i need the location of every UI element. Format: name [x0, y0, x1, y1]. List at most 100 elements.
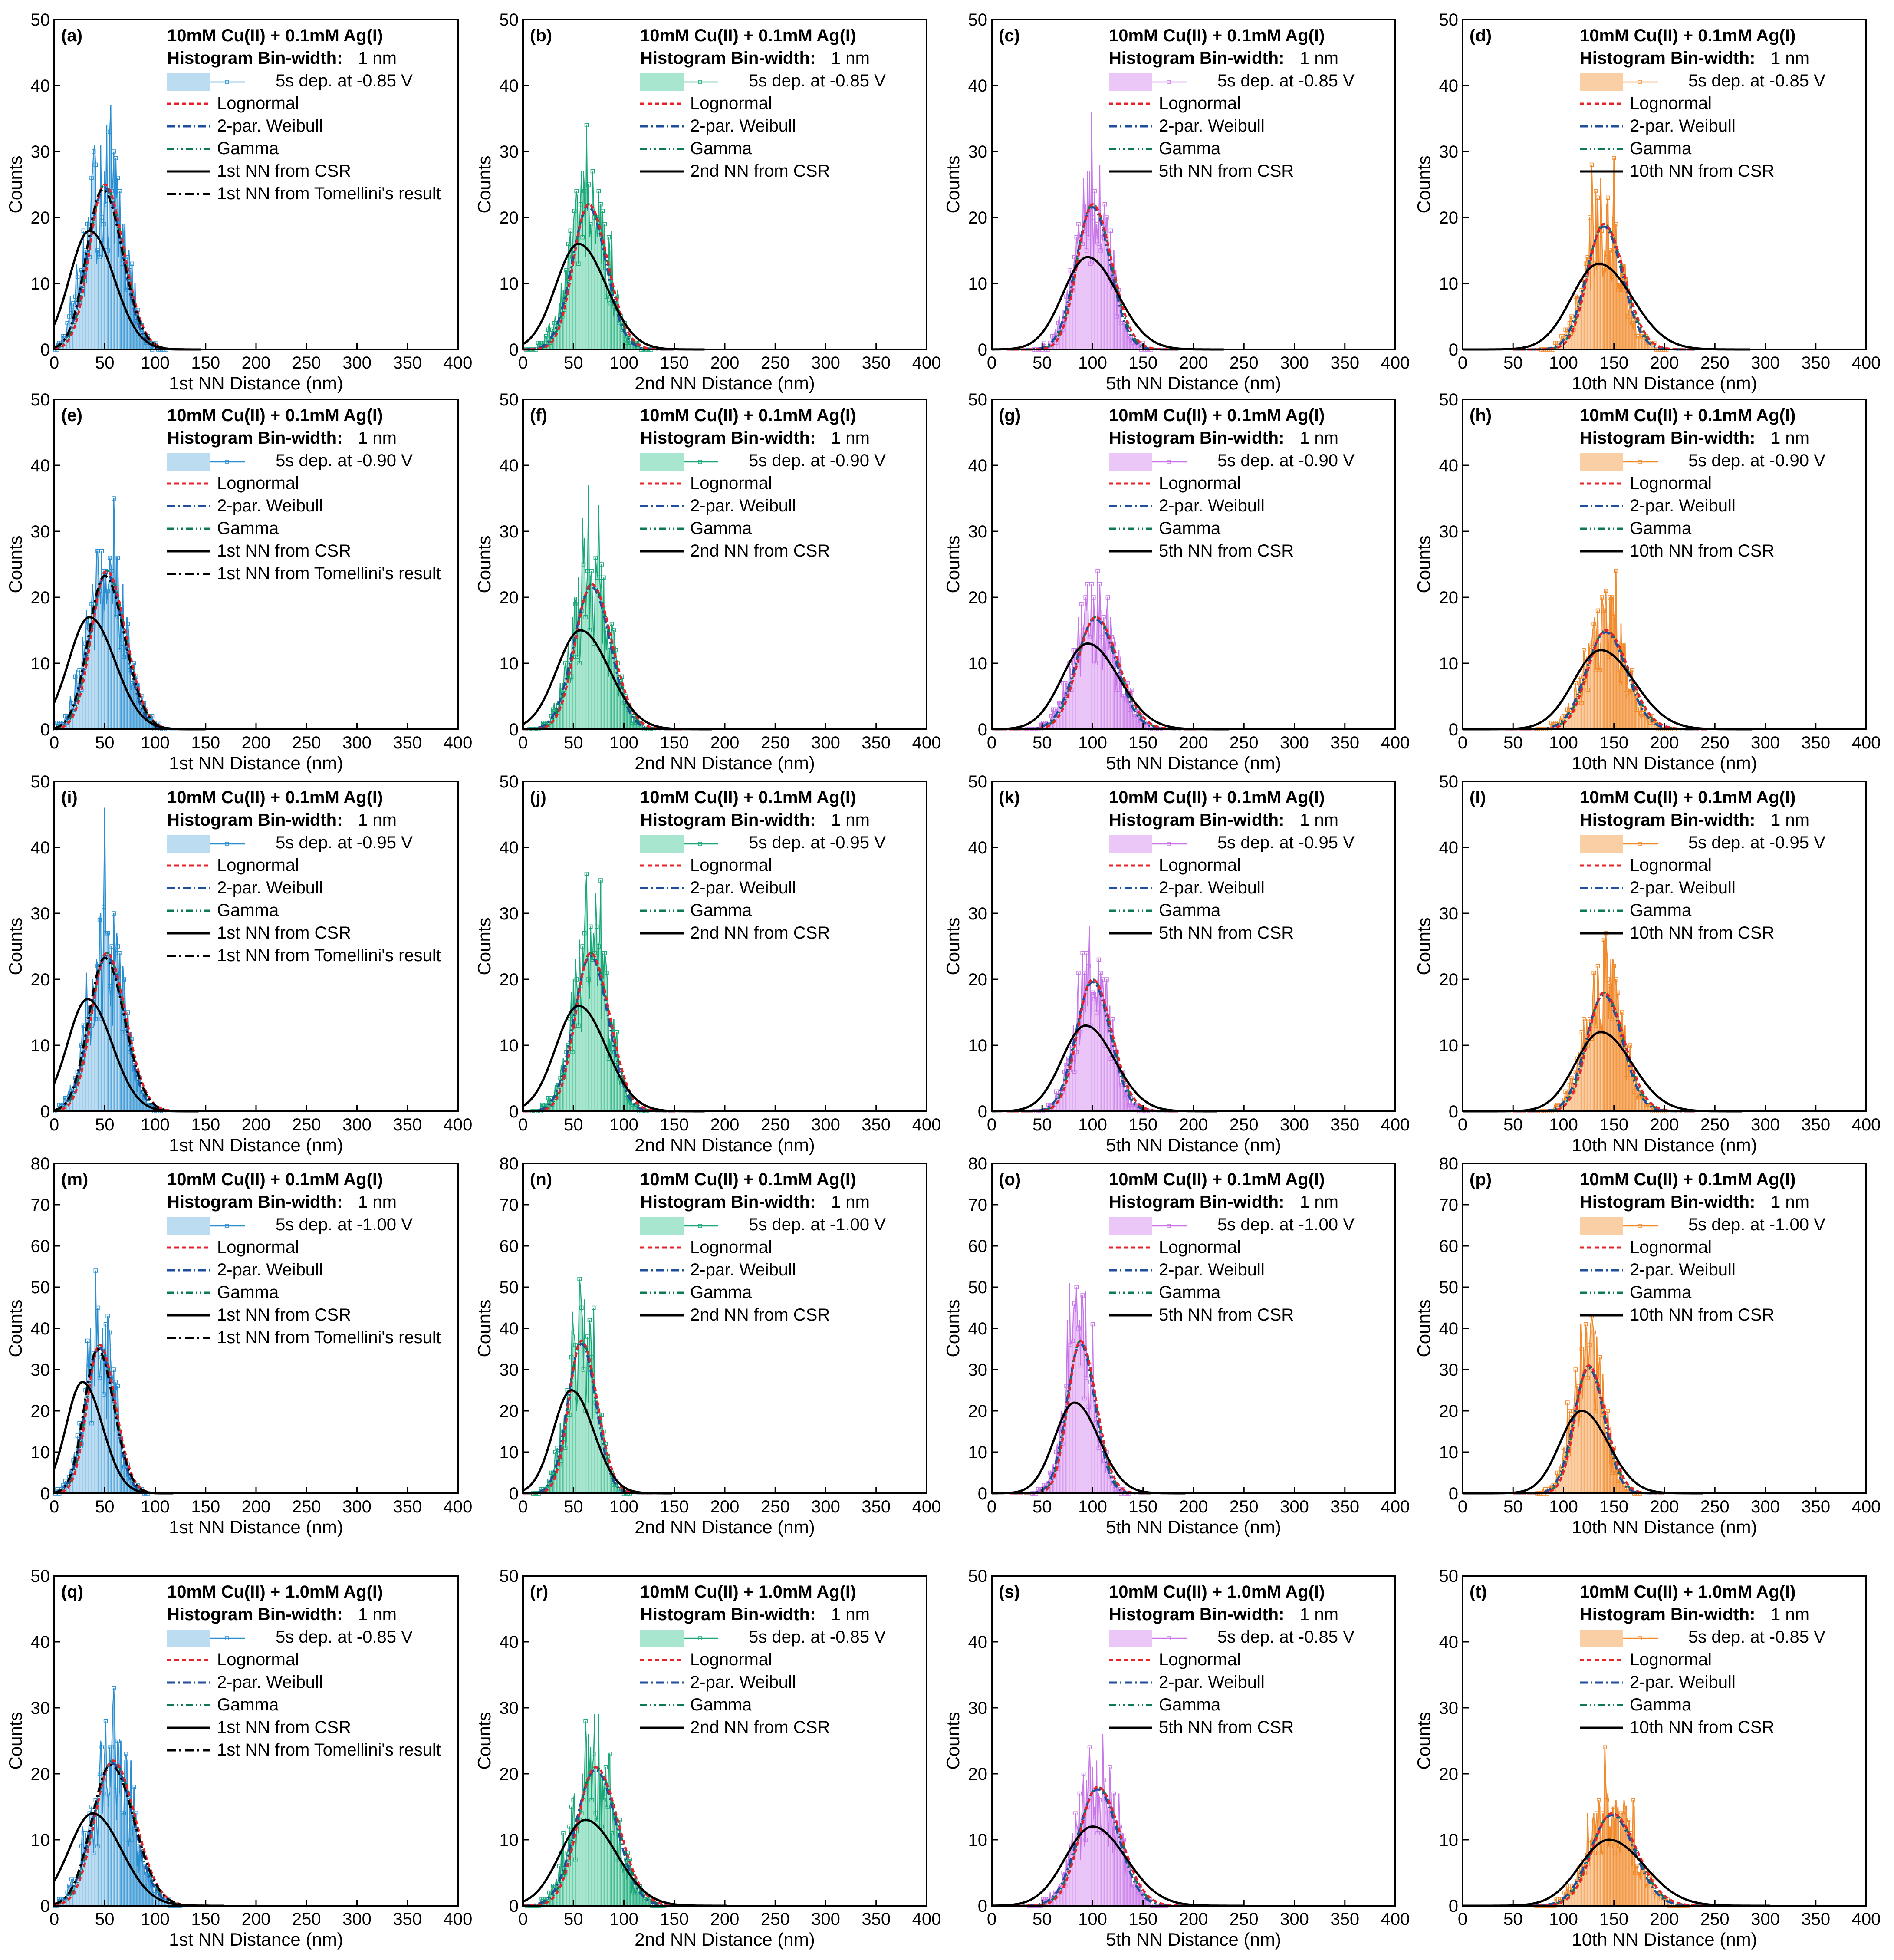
y-tick-label: 50	[500, 772, 519, 791]
y-tick-label: 10	[500, 1036, 519, 1055]
histogram-bar	[1071, 1846, 1072, 1906]
histogram-bar	[1108, 277, 1110, 350]
histogram-bar	[1603, 1820, 1605, 1906]
legend-gamma-label: Gamma	[1159, 139, 1221, 158]
histogram-bar	[112, 1025, 114, 1112]
chart-panel-j: 0 50 100 150 200 250 300 350 400 0 10 20 30 40 50 2nd N…	[474, 772, 941, 1155]
histogram-bar	[1085, 1839, 1086, 1906]
histogram-bar	[1088, 237, 1089, 350]
x-tick-label: 100	[1549, 1497, 1578, 1516]
legend-bin-label: Histogram Bin-width:	[1109, 428, 1284, 448]
histogram-bar	[635, 1104, 637, 1112]
x-tick-label: 250	[1230, 733, 1259, 752]
legend-series-label: 5s dep. at -0.90 V	[1217, 451, 1355, 470]
histogram-bar	[1590, 290, 1591, 350]
x-tick-label: 400	[1852, 353, 1881, 372]
legend-bin-label: Histogram Bin-width:	[167, 1605, 342, 1624]
x-tick-label: 250	[292, 353, 321, 372]
legend-gamma-label: Gamma	[690, 1283, 752, 1302]
histogram-bar	[103, 1394, 105, 1494]
histogram-bar	[1096, 656, 1098, 730]
y-tick-label: 20	[968, 1765, 988, 1784]
histogram-bar	[1602, 277, 1604, 350]
legend-weibull-label: 2-par. Weibull	[217, 116, 323, 135]
plot-frame	[1462, 19, 1867, 350]
y-axis-title: Counts	[1414, 535, 1434, 593]
histogram-bar	[116, 1390, 118, 1494]
count-marker	[1594, 189, 1598, 193]
histogram-bar	[601, 1018, 602, 1112]
histogram-bar	[1115, 689, 1117, 730]
legend-lognormal-label: Lognormal	[1159, 856, 1241, 875]
histogram-bar	[79, 303, 80, 350]
histogram-bar	[1596, 270, 1598, 350]
y-tick-label: 60	[1439, 1237, 1459, 1256]
legend: 10mM Cu(II) + 1.0mM Ag(I) Histogram Bin-w…	[640, 1582, 886, 1737]
chart-panel-o: 0 50 100 150 200 250 300 350 400 0 10 20 30 40 50 60 70 8…	[943, 1154, 1410, 1537]
legend: 10mM Cu(II) + 0.1mM Ag(I) Histogram Bin-w…	[167, 26, 441, 203]
histogram-bar	[580, 650, 581, 730]
legend-gamma-label: Gamma	[1630, 1695, 1692, 1714]
histogram-bar	[116, 933, 118, 1112]
y-tick-label: 30	[968, 904, 988, 923]
x-tick-label: 400	[444, 1497, 473, 1516]
x-tick-label: 350	[1801, 353, 1830, 372]
y-tick-label: 0	[509, 340, 519, 359]
histogram-bar	[1578, 1427, 1579, 1494]
histogram-bar	[1094, 1423, 1095, 1494]
histogram-bar	[575, 1859, 576, 1906]
histogram-bar	[1098, 1448, 1099, 1494]
legend-gamma-label: Gamma	[1159, 901, 1221, 920]
legend-title: 10mM Cu(II) + 0.1mM Ag(I)	[640, 1170, 856, 1189]
legend-tomellini-label: 1st NN from Tomellini's result	[217, 1740, 441, 1759]
histogram-bar	[1099, 1032, 1101, 1112]
histogram-bar	[1579, 1415, 1581, 1494]
legend-swatch	[167, 835, 210, 853]
count-marker	[1092, 189, 1097, 193]
y-tick-label: 50	[500, 10, 519, 30]
x-tick-label: 350	[1801, 1497, 1830, 1516]
y-tick-label: 0	[1449, 1897, 1458, 1916]
count-marker	[105, 248, 110, 253]
legend-bin-label: Histogram Bin-width:	[167, 428, 342, 448]
histogram-bar	[119, 650, 121, 730]
count-marker	[564, 268, 569, 273]
x-tick-label: 150	[191, 1910, 220, 1929]
histogram-bar	[1093, 264, 1095, 350]
plot-frame	[991, 19, 1396, 350]
histogram-bar	[1056, 343, 1057, 350]
count-marker	[584, 123, 589, 127]
legend-bin-label: Histogram Bin-width:	[167, 810, 342, 830]
histogram-bar	[1074, 1071, 1075, 1112]
legend-gamma-label: Gamma	[217, 1695, 279, 1714]
histogram-bar	[1587, 1377, 1588, 1494]
y-tick-label: 10	[31, 654, 50, 673]
x-tick-label: 250	[1230, 1910, 1259, 1929]
lognormal-fit-curve	[523, 203, 674, 351]
legend-weibull-label: 2-par. Weibull	[217, 878, 323, 897]
histogram-bar	[583, 564, 584, 730]
histogram-bar	[1606, 952, 1608, 1112]
histogram-bar	[1069, 1344, 1071, 1494]
legend-swatch	[167, 1217, 210, 1235]
histogram-bar	[1098, 650, 1099, 730]
legend-bin-label: Histogram Bin-width:	[1580, 428, 1755, 448]
legend-bin-value: 1 nm	[1300, 49, 1338, 68]
x-tick-label: 50	[1503, 1115, 1523, 1134]
histogram-bar	[594, 952, 595, 1112]
legend-title: 10mM Cu(II) + 0.1mM Ag(I)	[1580, 26, 1795, 45]
legend-bin-label: Histogram Bin-width:	[1580, 810, 1755, 830]
histogram-bar	[1628, 310, 1630, 350]
x-tick-label: 0	[1458, 1497, 1467, 1516]
x-axis-title: 2nd NN Distance (nm)	[635, 1517, 815, 1537]
y-axis-title: Counts	[474, 917, 494, 975]
legend-weibull-label: 2-par. Weibull	[690, 496, 796, 515]
x-axis-title: 5th NN Distance (nm)	[1106, 1517, 1281, 1537]
y-tick-label: 40	[968, 838, 988, 857]
x-axis-title: 1st NN Distance (nm)	[169, 1929, 343, 1950]
histogram-bar	[1107, 1032, 1108, 1112]
legend-gamma-label: Gamma	[1630, 519, 1692, 538]
panel-label: (f)	[530, 406, 547, 425]
x-tick-label: 350	[393, 1115, 422, 1134]
histogram-bar	[1097, 1440, 1098, 1494]
